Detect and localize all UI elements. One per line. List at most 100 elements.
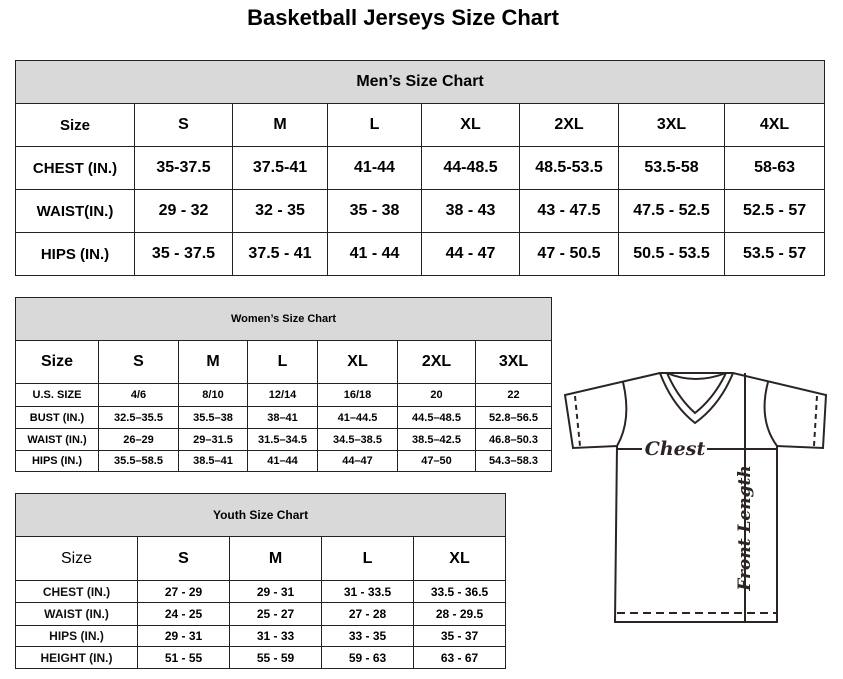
table-cell: 32 - 35 bbox=[232, 189, 328, 233]
row-label: WAIST(IN.) bbox=[15, 189, 135, 233]
table-row: WAIST (IN.) 24 - 25 25 - 27 27 - 28 28 - 29.… bbox=[15, 602, 507, 626]
table-cell: 51 - 55 bbox=[137, 646, 230, 669]
table-cell: 41 - 44 bbox=[327, 232, 422, 276]
table-cell: 52.5 - 57 bbox=[723, 189, 826, 233]
table-cell: 44 - 47 bbox=[421, 232, 520, 276]
table-cell: 8/10 bbox=[178, 383, 248, 407]
collar-outer bbox=[659, 372, 734, 425]
table-cell: 53.5 - 57 bbox=[723, 232, 826, 276]
table-row: HIPS (IN.) 29 - 31 31 - 33 33 - 35 35 - 37 bbox=[15, 625, 507, 647]
table-cell: 58-63 bbox=[723, 146, 826, 190]
table-cell: 25 - 27 bbox=[229, 602, 322, 626]
table-cell: 38.5–42.5 bbox=[397, 428, 476, 451]
mens-table-heading: Men’s Size Chart bbox=[14, 60, 826, 104]
table-cell: 26–29 bbox=[98, 428, 179, 451]
row-label: HIPS (IN.) bbox=[15, 232, 135, 276]
table-cell: 55 - 59 bbox=[229, 646, 322, 669]
table-cell: 33 - 35 bbox=[321, 625, 414, 647]
table-cell: XL bbox=[412, 536, 507, 581]
table-row: HEIGHT (IN.) 51 - 55 55 - 59 59 - 63 63 - 67 bbox=[15, 646, 507, 669]
table-cell: 31.5–34.5 bbox=[247, 428, 318, 451]
table-cell: S bbox=[134, 103, 233, 147]
table-cell: 41–44.5 bbox=[317, 406, 398, 429]
table-cell: 44–47 bbox=[317, 450, 398, 472]
table-cell: 47–50 bbox=[397, 450, 476, 472]
table-row: WAIST (IN.) 26–29 29–31.5 31.5–34.5 34.5–38.… bbox=[15, 428, 553, 451]
womens-table-heading: Women’s Size Chart bbox=[14, 297, 553, 341]
table-row: WAIST(IN.) 29 - 32 32 - 35 35 - 38 38 - 43 43… bbox=[15, 189, 826, 233]
table-row: CHEST (IN.) 27 - 29 29 - 31 31 - 33.5 33.5 -… bbox=[15, 580, 507, 603]
table-cell: 50.5 - 53.5 bbox=[618, 232, 725, 276]
table-cell: M bbox=[229, 536, 322, 581]
left-arm-seam bbox=[616, 381, 628, 447]
table-cell: 29 - 31 bbox=[229, 580, 322, 603]
table-cell: M bbox=[232, 103, 328, 147]
row-label: U.S. SIZE bbox=[15, 383, 99, 407]
table-cell: 37.5 - 41 bbox=[232, 232, 328, 276]
table-cell: S bbox=[98, 340, 179, 384]
womens-size-table: Women’s Size Chart Size S M L XL 2XL 3XL U.S. S… bbox=[14, 297, 553, 472]
table-row: U.S. SIZE 4/6 8/10 12/14 16/18 20 22 bbox=[15, 383, 553, 407]
page-title: Basketball Jerseys Size Chart bbox=[247, 5, 559, 30]
table-cell: 48.5-53.5 bbox=[519, 146, 619, 190]
table-cell: 4/6 bbox=[98, 383, 179, 407]
row-label: HIPS (IN.) bbox=[15, 450, 99, 472]
table-row: CHEST (IN.) 35-37.5 37.5-41 41-44 44-48.5 48.… bbox=[15, 146, 826, 190]
table-cell: 53.5-58 bbox=[618, 146, 725, 190]
table-cell: 4XL bbox=[723, 103, 826, 147]
table-cell: M bbox=[178, 340, 248, 384]
row-label: CHEST (IN.) bbox=[15, 146, 135, 190]
row-label: Size bbox=[15, 103, 135, 147]
table-cell: 41–44 bbox=[247, 450, 318, 472]
table-cell: 34.5–38.5 bbox=[317, 428, 398, 451]
row-label: Size bbox=[15, 340, 99, 384]
row-label: WAIST (IN.) bbox=[15, 602, 138, 626]
table-cell: 44.5–48.5 bbox=[397, 406, 476, 429]
table-cell: 35 - 38 bbox=[327, 189, 422, 233]
table-cell: S bbox=[137, 536, 230, 581]
table-cell: 47.5 - 52.5 bbox=[618, 189, 725, 233]
jersey-measurement-diagram: Chest Front Length bbox=[563, 372, 828, 623]
table-cell: 33.5 - 36.5 bbox=[412, 580, 507, 603]
table-row: HIPS (IN.) 35.5–58.5 38.5–41 41–44 44–47 47–5… bbox=[15, 450, 553, 472]
table-cell: L bbox=[321, 536, 414, 581]
table-cell: 31 - 33 bbox=[229, 625, 322, 647]
table-cell: 27 - 29 bbox=[137, 580, 230, 603]
table-cell: 3XL bbox=[474, 340, 553, 384]
table-cell: 2XL bbox=[397, 340, 476, 384]
table-row: BUST (IN.) 32.5–35.5 35.5–38 38–41 41–44.5 44… bbox=[15, 406, 553, 429]
table-cell: 38 - 43 bbox=[421, 189, 520, 233]
table-cell: 27 - 28 bbox=[321, 602, 414, 626]
front-length-label: Front Length bbox=[735, 465, 755, 591]
row-label: Size bbox=[15, 536, 138, 581]
table-cell: XL bbox=[421, 103, 520, 147]
table-cell: 38.5–41 bbox=[178, 450, 248, 472]
table-cell: 2XL bbox=[519, 103, 619, 147]
collar-inner bbox=[666, 372, 727, 415]
table-cell: 35.5–58.5 bbox=[98, 450, 179, 472]
table-cell: 29 - 32 bbox=[134, 189, 233, 233]
table-cell: 38–41 bbox=[247, 406, 318, 429]
table-cell: 12/14 bbox=[247, 383, 318, 407]
table-cell: 44-48.5 bbox=[421, 146, 520, 190]
table-cell: 59 - 63 bbox=[321, 646, 414, 669]
size-header-row: Size S M L XL 2XL 3XL 4XL bbox=[15, 103, 826, 147]
table-cell: 35 - 37.5 bbox=[134, 232, 233, 276]
chest-label: Chest bbox=[645, 438, 706, 460]
table-cell: 41-44 bbox=[327, 146, 422, 190]
table-cell: 46.8–50.3 bbox=[474, 428, 553, 451]
table-cell: 52.8–56.5 bbox=[474, 406, 553, 429]
table-cell: 31 - 33.5 bbox=[321, 580, 414, 603]
size-header-row: Size S M L XL 2XL 3XL bbox=[15, 340, 553, 384]
table-cell: 35-37.5 bbox=[134, 146, 233, 190]
table-cell: 47 - 50.5 bbox=[519, 232, 619, 276]
row-label: CHEST (IN.) bbox=[15, 580, 138, 603]
table-cell: 16/18 bbox=[317, 383, 398, 407]
collar-back bbox=[666, 372, 727, 380]
right-arm-seam bbox=[763, 381, 778, 447]
table-cell: 63 - 67 bbox=[412, 646, 507, 669]
table-cell: 28 - 29.5 bbox=[412, 602, 507, 626]
size-header-row: Size S M L XL bbox=[15, 536, 507, 581]
row-label: WAIST (IN.) bbox=[15, 428, 99, 451]
